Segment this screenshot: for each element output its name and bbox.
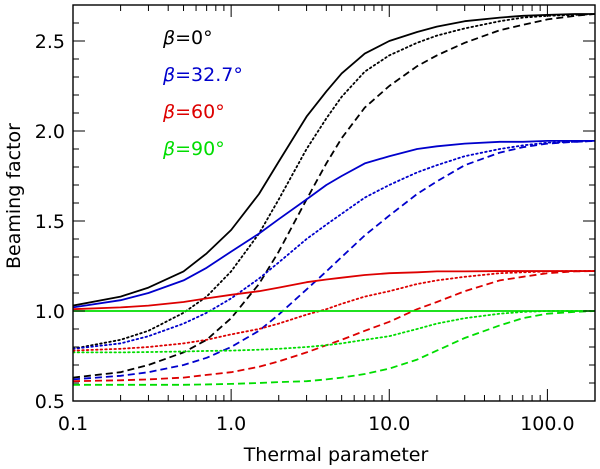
- legend-entry-beta-90: β=90°: [162, 138, 225, 160]
- legend-value: =90°: [175, 138, 225, 160]
- series-line-beta-0-dotted: [73, 13, 595, 350]
- series-line-beta-0-dashed: [73, 13, 595, 379]
- axes-layer: [72, 4, 596, 402]
- legend-symbol: β: [162, 64, 175, 86]
- y-axis-title: Beaming factor: [3, 123, 25, 269]
- legend-symbol: β: [162, 27, 175, 49]
- y-tick-label: 2.0: [35, 121, 65, 143]
- y-tick-label: 1.0: [35, 301, 65, 323]
- series-layer: [73, 13, 595, 386]
- series-group: [73, 13, 595, 386]
- series-line-beta-32p7-dashed: [73, 140, 595, 381]
- series-line-beta-60-dotted: [73, 270, 595, 352]
- legend-symbol: β: [162, 138, 175, 160]
- x-tick-label: 100.0: [520, 413, 574, 435]
- legend-value: =60°: [175, 101, 225, 123]
- legend-value: =0°: [175, 27, 213, 49]
- series-line-beta-0-solid: [73, 13, 595, 307]
- y-tick-label: 0.5: [35, 391, 65, 413]
- y-tick-label: 1.5: [35, 211, 65, 233]
- legend: β=0°β=32.7°β=60°β=90°: [162, 27, 243, 160]
- legend-value: =32.7°: [175, 64, 243, 86]
- series-line-beta-32p7-solid: [73, 140, 595, 309]
- legend-entry-beta-0: β=0°: [162, 27, 213, 49]
- series-line-beta-90-dotted: [73, 310, 595, 354]
- x-tick-label: 10.0: [368, 413, 410, 435]
- series-line-beta-60-solid: [73, 270, 595, 311]
- x-axis-title: Thermal parameter: [243, 444, 429, 466]
- legend-entry-beta-32p7: β=32.7°: [162, 64, 243, 86]
- x-tick-label: 0.1: [58, 413, 88, 435]
- legend-entry-beta-60: β=60°: [162, 101, 225, 123]
- series-line-beta-90-dashed: [73, 310, 595, 386]
- legend-symbol: β: [162, 101, 175, 123]
- x-tick-label: 1.0: [216, 413, 246, 435]
- tick-label-layer: 0.1 1.0 10.0 100.0 0.5 1.0 1.5 2.0 2.5: [35, 31, 575, 435]
- y-tick-label: 2.5: [35, 31, 65, 53]
